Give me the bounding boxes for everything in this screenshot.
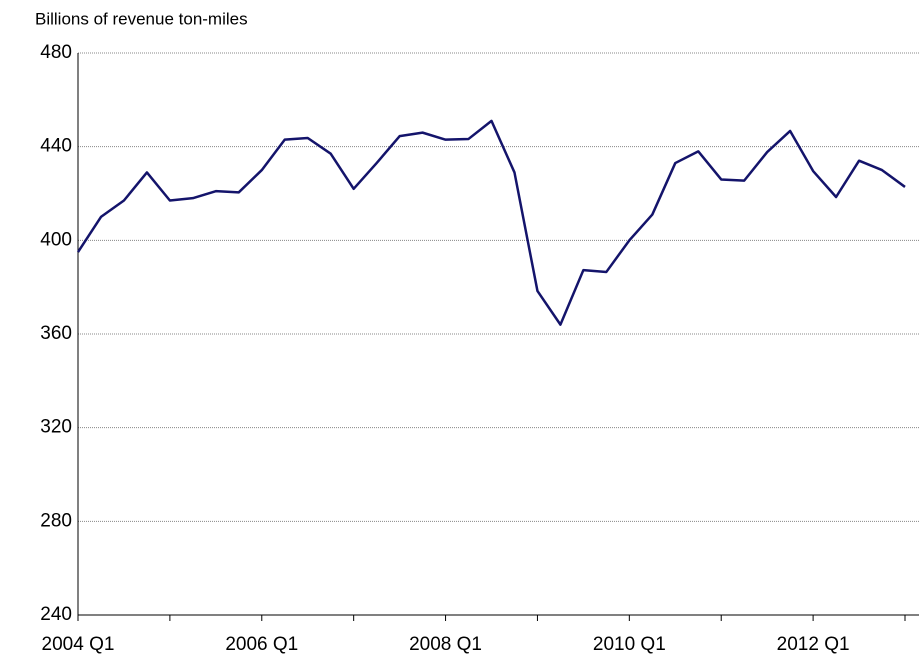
x-tick-label: 2008 Q1 [409,634,482,655]
y-axis-label: Billions of revenue ton-miles [35,9,248,28]
x-tick-label: 2012 Q1 [777,634,850,655]
x-tick-label: 2006 Q1 [225,634,298,655]
y-tick-label: 320 [40,417,72,438]
x-tick-label: 2004 Q1 [42,634,115,655]
data-line [76,119,906,326]
y-tick-label: 480 [40,42,72,63]
x-tick-label: 2010 Q1 [593,634,666,655]
y-tick-label: 280 [40,510,72,531]
y-tick-label: 440 [40,136,72,157]
y-tick-label: 400 [40,229,72,250]
y-tick-label: 360 [40,323,72,344]
y-tick-label: 240 [40,604,72,625]
